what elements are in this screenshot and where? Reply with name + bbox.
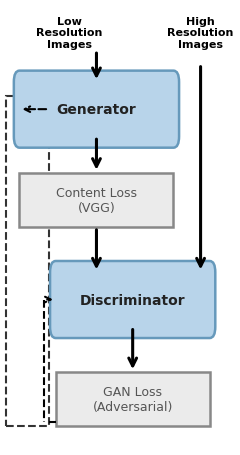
FancyBboxPatch shape [14, 71, 179, 148]
FancyBboxPatch shape [50, 262, 215, 339]
FancyBboxPatch shape [19, 173, 174, 228]
Text: Low
Resolution
Images: Low Resolution Images [36, 16, 102, 50]
Text: Content Loss
(VGG): Content Loss (VGG) [56, 187, 137, 214]
Text: High
Resolution
Images: High Resolution Images [167, 16, 234, 50]
Text: Discriminator: Discriminator [80, 293, 186, 307]
Text: Generator: Generator [57, 103, 136, 117]
Text: GAN Loss
(Adversarial): GAN Loss (Adversarial) [92, 385, 173, 413]
FancyBboxPatch shape [56, 372, 210, 426]
